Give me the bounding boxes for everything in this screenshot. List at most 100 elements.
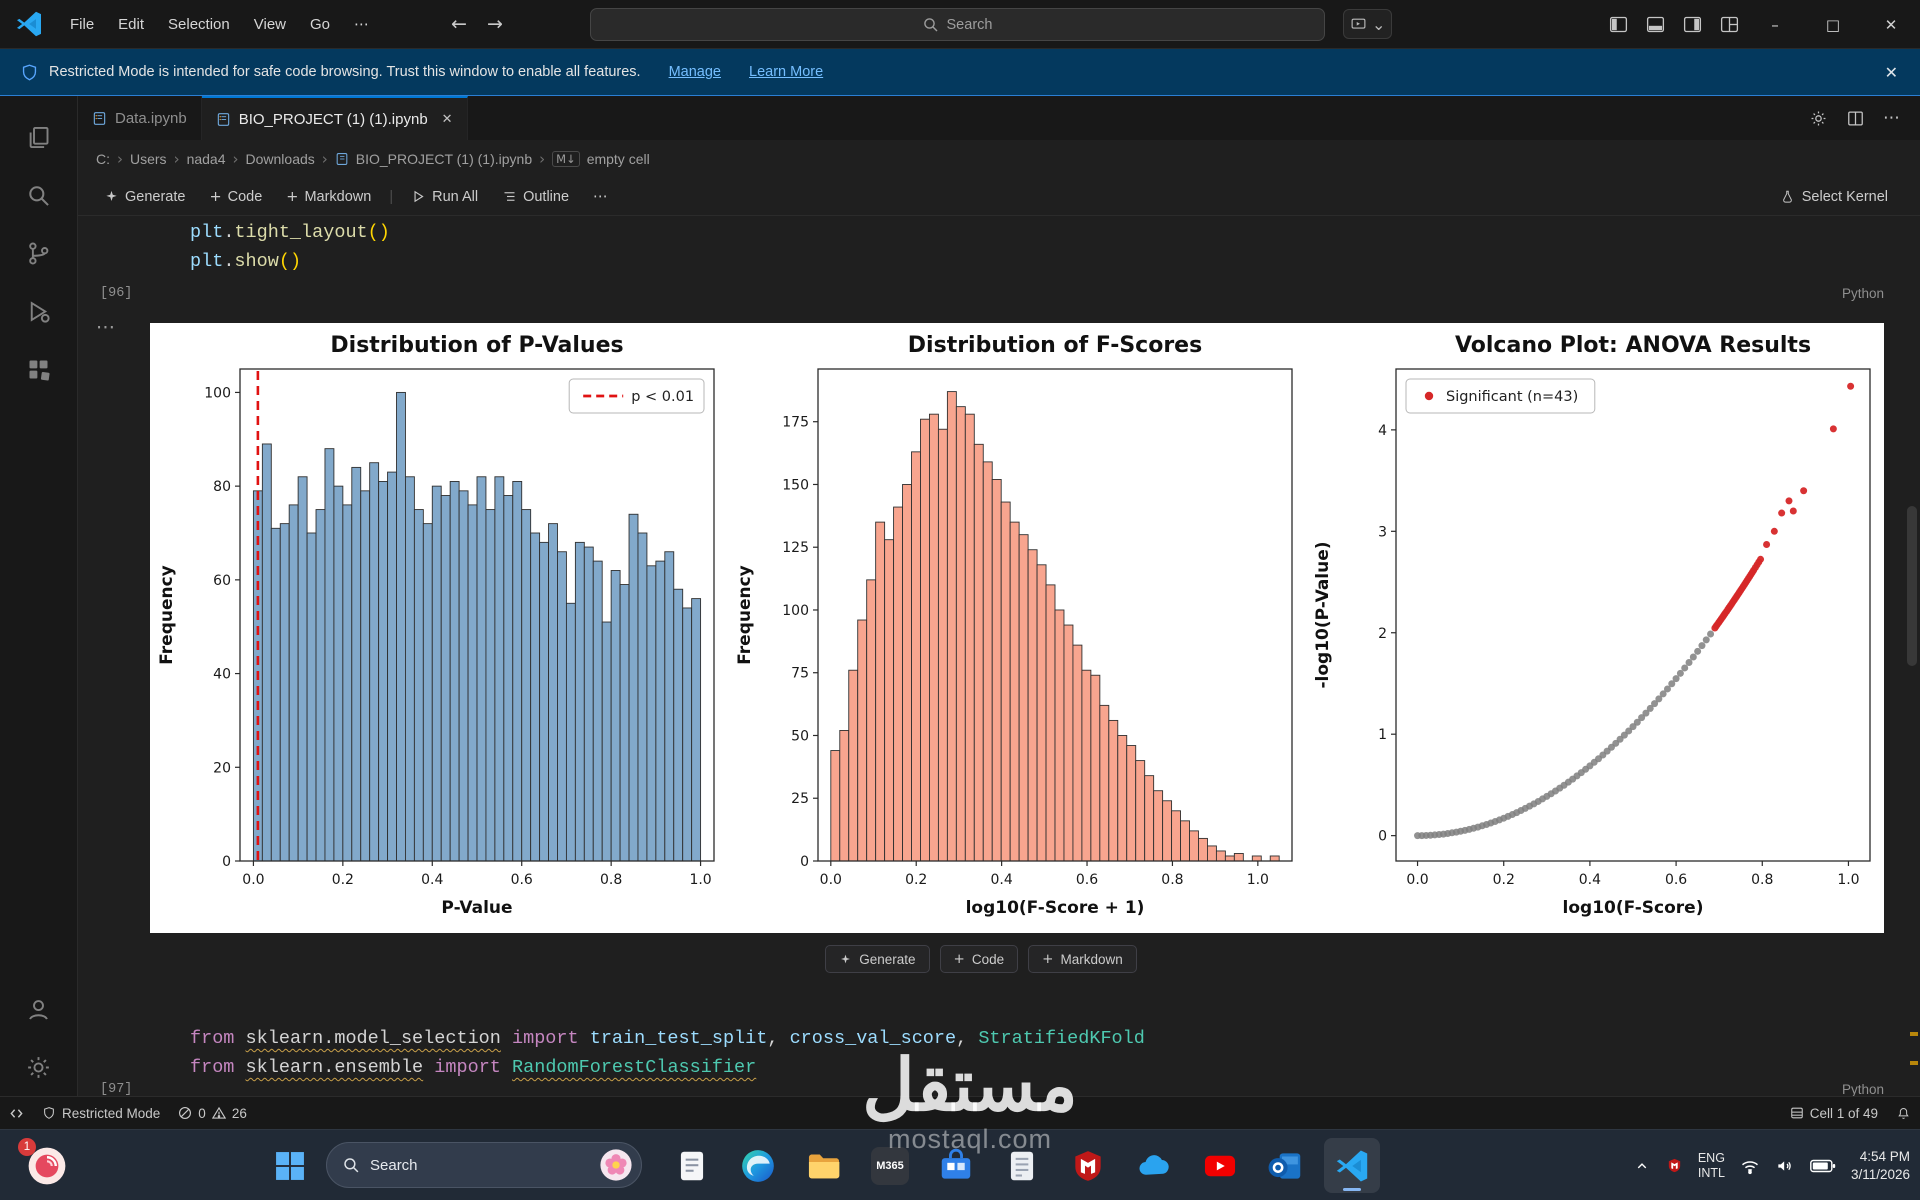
breadcrumb-item[interactable]: nada4 bbox=[186, 151, 226, 167]
navigate-back-button[interactable]: ← bbox=[451, 13, 467, 35]
banner-close-icon[interactable]: ✕ bbox=[1884, 62, 1898, 82]
svg-text:0.0: 0.0 bbox=[820, 872, 842, 888]
taskbar-vscode-button[interactable] bbox=[1324, 1138, 1380, 1193]
language-indicator[interactable]: ENG INTL bbox=[1697, 1150, 1725, 1180]
wifi-icon[interactable] bbox=[1740, 1156, 1760, 1176]
widgets-button[interactable]: 1 bbox=[16, 1138, 78, 1192]
taskbar-youtube-button[interactable] bbox=[1192, 1138, 1248, 1193]
notifications-bell[interactable] bbox=[1887, 1106, 1920, 1121]
breadcrumb-item[interactable]: Downloads bbox=[245, 151, 315, 167]
search-sidebar-icon[interactable] bbox=[15, 166, 63, 224]
cell-language-picker[interactable]: Python bbox=[1841, 1082, 1884, 1096]
shield-icon bbox=[44, 1107, 54, 1119]
svg-text:Distribution of P-Values: Distribution of P-Values bbox=[330, 333, 623, 358]
explorer-icon[interactable] bbox=[15, 108, 63, 166]
generate-button[interactable]: Generate bbox=[94, 185, 195, 209]
svg-text:0.6: 0.6 bbox=[1076, 872, 1098, 888]
start-button[interactable] bbox=[262, 1138, 318, 1193]
taskbar-file-explorer-button[interactable] bbox=[796, 1138, 852, 1193]
run-all-button[interactable]: Run All bbox=[401, 185, 488, 209]
menu-go[interactable]: Go bbox=[310, 15, 331, 33]
cell-language-picker[interactable]: Python bbox=[1841, 286, 1884, 301]
outline-button[interactable]: Outline bbox=[492, 185, 579, 209]
settings-gear-icon[interactable] bbox=[15, 1038, 63, 1096]
mcafee-shield-icon bbox=[1075, 1150, 1101, 1181]
toggle-secondary-sidebar-icon[interactable] bbox=[1682, 14, 1703, 35]
tab-data-ipynb[interactable]: Data.ipynb bbox=[78, 96, 202, 140]
tray-chevron-up-icon[interactable] bbox=[1633, 1157, 1651, 1175]
settings-gear-icon[interactable] bbox=[1809, 109, 1828, 128]
taskbar-outlook-button[interactable] bbox=[1258, 1138, 1314, 1193]
svg-text:175: 175 bbox=[782, 415, 809, 431]
editor-scrollbar[interactable] bbox=[1907, 506, 1917, 666]
cell-indicator[interactable]: Cell 1 of 49 bbox=[1781, 1106, 1887, 1121]
window-maximize-button[interactable]: □ bbox=[1825, 15, 1841, 34]
source-control-icon[interactable] bbox=[15, 224, 63, 282]
taskbar-document-button[interactable] bbox=[994, 1138, 1050, 1193]
insert-generate-button[interactable]: Generate bbox=[825, 945, 930, 973]
tray-mcafee-icon[interactable] bbox=[1666, 1157, 1683, 1174]
command-center-search[interactable]: Search bbox=[590, 8, 1325, 41]
search-highlight-image[interactable] bbox=[599, 1148, 633, 1182]
svg-text:0.0: 0.0 bbox=[1406, 872, 1428, 888]
navigate-forward-button[interactable]: → bbox=[486, 13, 503, 35]
problems-status[interactable]: 0 26 bbox=[169, 1097, 256, 1129]
split-editor-icon[interactable] bbox=[1846, 109, 1865, 128]
taskbar-notepad-button[interactable] bbox=[664, 1138, 720, 1193]
toggle-panel-icon[interactable] bbox=[1645, 14, 1666, 35]
insert-markdown-button[interactable]: + Markdown bbox=[1028, 945, 1137, 973]
activity-bar bbox=[0, 96, 78, 1096]
battery-icon[interactable] bbox=[1810, 1159, 1836, 1173]
code-cell-editor[interactable]: plt.tight_layout() plt.show() bbox=[190, 222, 390, 272]
chevron-down-icon: ⌄ bbox=[1372, 14, 1386, 34]
toggle-primary-sidebar-icon[interactable] bbox=[1608, 14, 1629, 35]
menu-file[interactable]: File bbox=[70, 15, 95, 33]
error-count: 0 bbox=[198, 1105, 206, 1121]
breadcrumb-item[interactable]: empty cell bbox=[586, 151, 650, 167]
menu-view[interactable]: View bbox=[253, 15, 286, 33]
tab-bio-project-ipynb[interactable]: BIO_PROJECT (1) (1).ipynb ✕ bbox=[201, 96, 468, 140]
launch-control[interactable]: ⌄ bbox=[1343, 9, 1393, 39]
menu-more[interactable]: ⋯ bbox=[354, 15, 370, 33]
output-menu-icon[interactable]: ⋯ bbox=[96, 316, 116, 338]
remote-indicator[interactable] bbox=[0, 1097, 33, 1129]
taskbar-mcafee-button[interactable] bbox=[1060, 1138, 1116, 1193]
svg-text:0.8: 0.8 bbox=[1161, 872, 1183, 888]
breadcrumb-item[interactable]: BIO_PROJECT (1) (1).ipynb bbox=[355, 151, 533, 167]
svg-text:0.6: 0.6 bbox=[511, 872, 533, 888]
taskbar-edge-button[interactable] bbox=[730, 1138, 786, 1193]
tab-close-icon[interactable]: ✕ bbox=[441, 111, 453, 127]
svg-text:p < 0.01: p < 0.01 bbox=[631, 389, 694, 405]
add-code-cell-button[interactable]: + Code bbox=[209, 188, 263, 205]
taskbar-search-box[interactable]: Search bbox=[326, 1142, 642, 1188]
learn-more-link[interactable]: Learn More bbox=[749, 64, 824, 80]
window-close-button[interactable]: ✕ bbox=[1884, 15, 1898, 34]
account-icon[interactable] bbox=[15, 980, 63, 1038]
breadcrumb-item[interactable]: C: bbox=[96, 151, 110, 167]
restricted-mode-status[interactable]: Restricted Mode bbox=[33, 1097, 169, 1129]
window-minimize-button[interactable]: – bbox=[1771, 15, 1779, 34]
svg-text:4: 4 bbox=[1378, 423, 1387, 439]
more-actions-icon[interactable]: ⋯ bbox=[1883, 108, 1900, 128]
customize-layout-icon[interactable] bbox=[1719, 14, 1740, 35]
clock[interactable]: 4:54 PM 3/11/2026 bbox=[1851, 1148, 1910, 1184]
run-debug-icon[interactable] bbox=[15, 282, 63, 340]
add-markdown-cell-button[interactable]: + Markdown bbox=[286, 188, 372, 205]
volume-icon[interactable] bbox=[1775, 1156, 1795, 1176]
notebook-scroll-area[interactable]: plt.tight_layout() plt.show() [96] Python… bbox=[78, 216, 1920, 1096]
toolbar-more-icon[interactable]: ⋯ bbox=[593, 188, 608, 205]
code-cell-editor[interactable]: from sklearn.model_selection import trai… bbox=[190, 1028, 1145, 1078]
document-icon bbox=[1010, 1151, 1034, 1180]
taskbar-onedrive-button[interactable] bbox=[1126, 1138, 1182, 1193]
menu-edit[interactable]: Edit bbox=[118, 15, 145, 33]
taskbar-m365-button[interactable]: M365 bbox=[862, 1138, 918, 1193]
taskbar-store-button[interactable] bbox=[928, 1138, 984, 1193]
shield-icon bbox=[22, 64, 37, 80]
breadcrumb-item[interactable]: Users bbox=[130, 151, 167, 167]
select-kernel-button[interactable]: Select Kernel bbox=[1770, 185, 1898, 209]
m365-icon: M365 bbox=[871, 1146, 909, 1185]
manage-link[interactable]: Manage bbox=[668, 64, 721, 80]
insert-code-button[interactable]: + Code bbox=[939, 945, 1019, 973]
extensions-icon[interactable] bbox=[15, 340, 63, 398]
menu-selection[interactable]: Selection bbox=[168, 15, 230, 33]
